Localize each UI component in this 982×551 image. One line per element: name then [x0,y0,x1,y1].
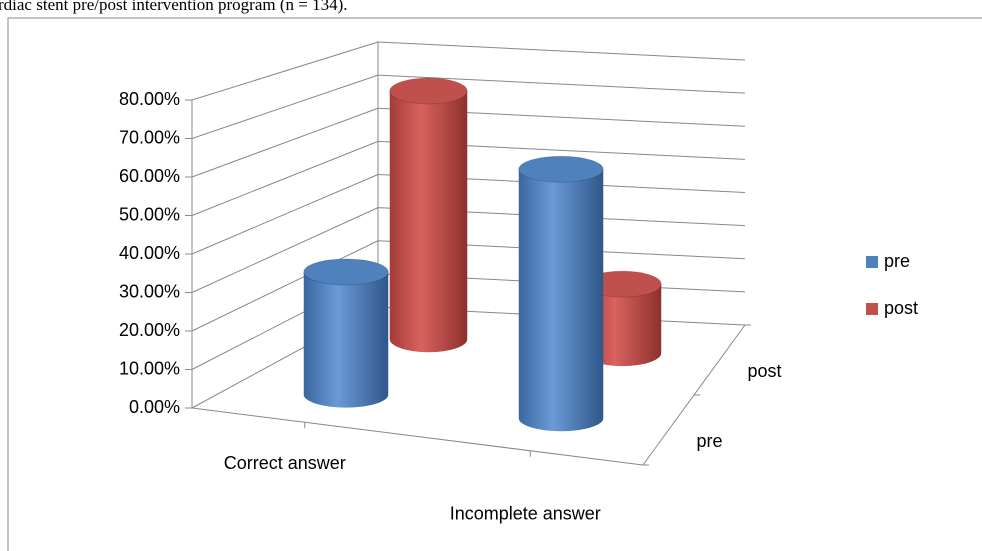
grid-line [191,41,379,101]
bar [389,91,468,353]
legend-swatch [866,256,878,268]
bar [303,271,389,408]
legend-label: pre [884,251,910,271]
depth-tick-label: pre [697,431,723,451]
bar [518,169,604,432]
y-tick-label: 0.00% [129,397,180,417]
floor-edge [191,407,644,466]
y-tick-label: 70.00% [119,127,180,147]
bar-top [389,77,468,105]
grid-line [191,74,379,139]
y-tick-label: 60.00% [119,166,180,186]
legend-swatch [866,303,878,315]
grid-line [377,41,746,61]
y-tick-label: 40.00% [119,243,180,263]
x-tick-label: Correct answer [224,453,346,473]
chart-frame [7,17,982,551]
y-tick-label: 50.00% [119,204,180,224]
grid-line [191,140,379,216]
chart-title: rdiac stent pre/post intervention progra… [0,0,348,14]
grid-line [191,207,379,293]
bar-top [518,155,604,183]
grid-line [191,174,379,255]
y-tick-label: 10.00% [119,358,180,378]
depth-tick-label: post [748,361,782,381]
grid-line [191,240,379,332]
y-tick-label: 20.00% [119,320,180,340]
grid-line [191,107,379,178]
bar-top [303,258,389,286]
y-tick-label: 30.00% [119,281,180,301]
x-tick-label: Incomplete answer [450,504,601,524]
y-tick-label: 80.00% [119,89,180,109]
legend-label: post [884,298,918,318]
grid-line [377,74,746,94]
